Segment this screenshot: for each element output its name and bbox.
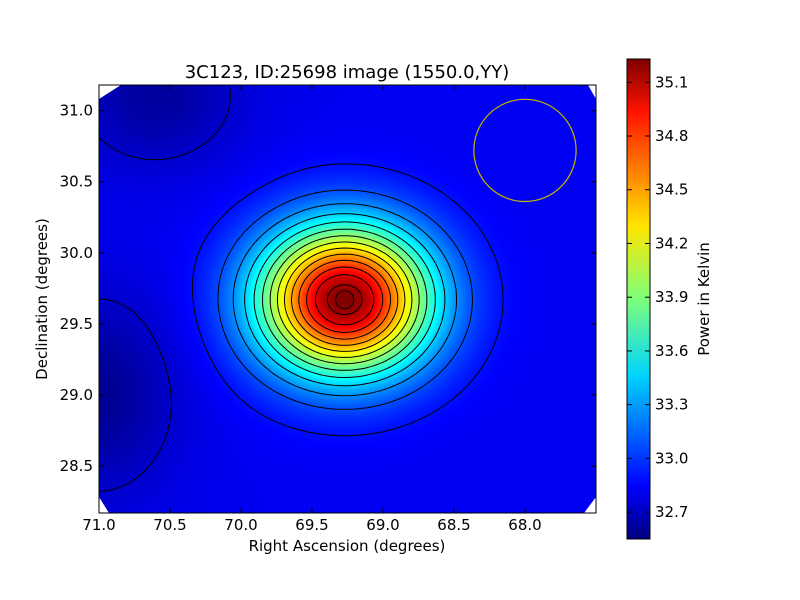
colorbar-tick-label: 33.6 [655,342,688,360]
y-tick-label: 30.5 [60,173,93,191]
y-tick-label: 28.5 [60,457,93,475]
contour-line [326,284,363,316]
corner-masks [99,85,596,513]
contour-lines [99,85,504,492]
colorbar-tick-label: 34.8 [655,127,688,145]
contour-line [291,253,399,346]
x-tick-label: 68.0 [508,516,541,534]
contour-line [314,274,375,326]
y-tick-label: 30.0 [60,244,93,262]
x-axis-ticks: 71.0 70.5 70.0 69.5 69.0 68.5 68.0 [82,85,542,534]
x-axis-label: Right Ascension (degrees) [249,537,446,555]
corner-mask [584,497,596,513]
colorbar-label: Power in Kelvin [695,242,713,356]
x-tick-label: 71.0 [82,516,115,534]
colorbar-tick-label: 34.5 [655,181,688,199]
contour-line [262,228,428,371]
y-tick-label: 31.0 [60,102,93,120]
corner-mask [588,85,596,99]
colorbar-tick-label: 34.2 [655,234,688,252]
x-tick-label: 70.5 [153,516,186,534]
contour-line [99,85,231,492]
contour-line [269,235,420,365]
contour-line [191,163,504,437]
x-tick-label: 68.5 [437,516,470,534]
x-tick-label: 69.0 [366,516,399,534]
colorbar-gradient [626,58,651,540]
colorbar-tick-label: 33.0 [655,449,688,467]
contour-line [217,189,473,410]
heatmap-image [99,85,596,513]
contour-line [298,259,391,340]
colorbar-tick-label: 32.7 [655,503,688,521]
plot-frame [98,84,597,514]
x-tick-label: 70.0 [224,516,257,534]
heatmap-area [99,85,596,513]
y-axis-ticks: 28.5 29.0 29.5 30.0 30.5 31.0 [60,102,596,475]
contour-line [284,247,406,352]
colorbar-tick-label: 35.1 [655,73,688,91]
peak-contour [335,290,355,310]
contour-line [232,203,457,397]
chart-title: 3C123, ID:25698 image (1550.0,YY) [185,62,510,83]
y-tick-label: 29.5 [60,315,93,333]
contour-line [276,241,413,358]
corner-mask [99,85,121,99]
corner-mask [99,497,109,513]
contour-line [244,213,446,387]
colorbar: 32.7 33.0 33.3 33.6 33.9 34.2 34.5 34.8 35.1 Pow… [626,58,713,540]
y-tick-label: 29.0 [60,386,93,404]
colorbar-tick-label: 33.9 [655,288,688,306]
x-tick-label: 69.5 [295,516,328,534]
contour-line [253,221,436,378]
y-axis-label: Declination (degrees) [33,218,51,380]
contour-line [306,266,384,333]
colorbar-tick-label: 33.3 [655,396,688,414]
beam-circle [473,98,577,203]
colorbar-ticks: 32.7 33.0 33.3 33.6 33.9 34.2 34.5 34.8 35.1 [627,73,688,521]
